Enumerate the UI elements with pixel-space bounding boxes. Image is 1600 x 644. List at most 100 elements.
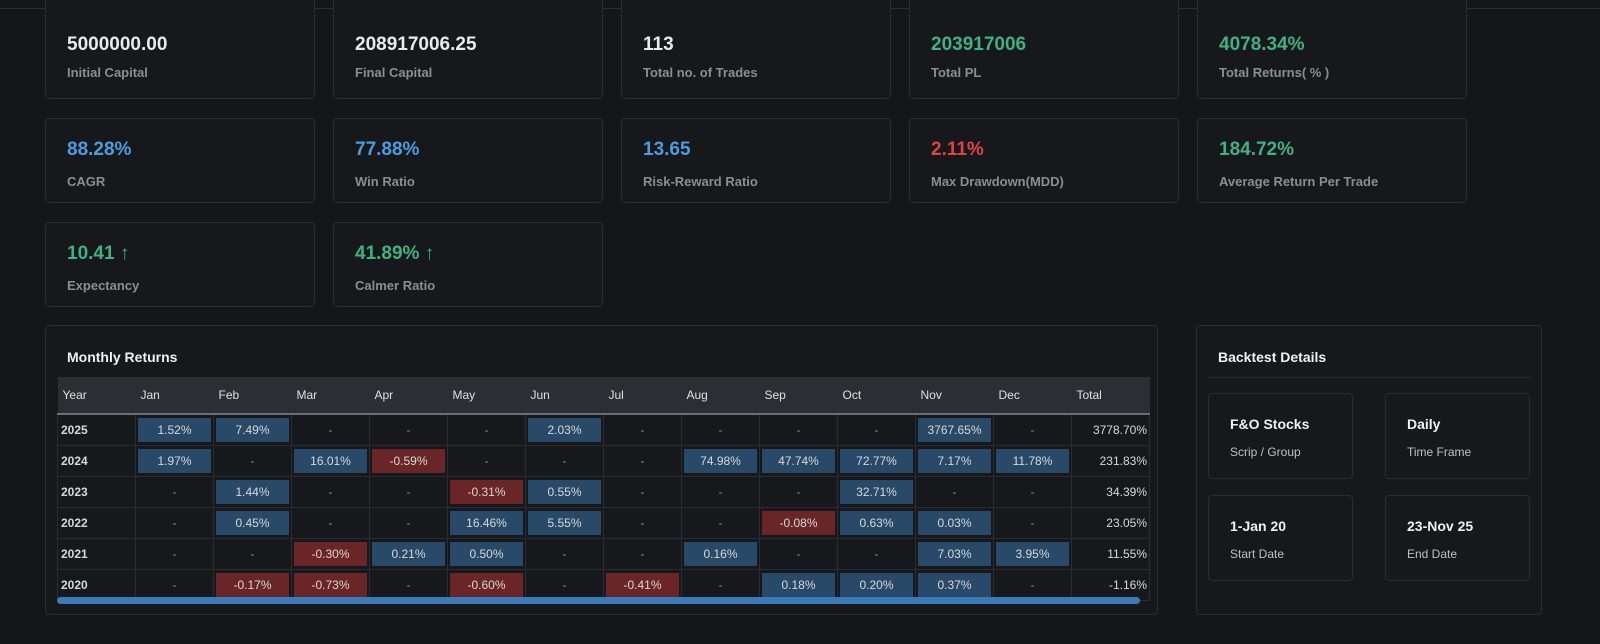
month-cell: 5.55% [525,506,604,539]
month-cell: 0.50% [447,537,526,570]
metric-label: Total Returns( % ) [1219,65,1330,80]
month-cell: 7.03% [915,537,994,570]
column-header-dec: Dec [993,377,1072,415]
month-cell: 0.03% [915,506,994,539]
column-header-year: Year [57,377,136,415]
return-value: -0.30% [294,541,367,566]
return-value: - [640,422,645,437]
return-value: - [328,484,333,499]
month-cell: - [681,568,760,601]
table-row: 2024 1.97% - 16.01% -0.59% - - - 74.98% 47.74% 72.… [57,444,1150,477]
metric-card-max-drawdown-mdd: 2.11% Max Drawdown(MDD) [909,118,1179,203]
backtest-value: 1-Jan 20 [1230,518,1287,534]
month-cell: -0.59% [369,444,448,477]
metric-value: 203917006 [931,34,1027,55]
metric-card-expectancy: 10.41 ↑ Expectancy [45,222,315,307]
metric-card-total-returns: 4078.34% Total Returns( % ) [1197,0,1467,99]
return-value: 3.95% [996,541,1069,566]
monthly-returns-table: Year Jan Feb Mar Apr May Jun Jul Aug Sep Oct Nov Dec… [57,377,1150,601]
year-cell: 2021 [57,537,136,570]
metric-value: 184.72% [1219,139,1295,160]
return-value: 0.55% [528,479,601,504]
return-value: - [328,422,333,437]
return-value: 7.03% [918,541,991,566]
return-value: - [484,422,489,437]
month-cell: 1.97% [135,444,214,477]
return-value: - [484,453,489,468]
return-value: - [406,484,411,499]
month-cell: 7.17% [915,444,994,477]
table-row: 2022 - 0.45% - - 16.46% 5.55% - - -0.08% 0.63% 0.03… [57,506,1150,539]
month-cell: -0.17% [213,568,292,601]
month-cell: 11.78% [993,444,1072,477]
return-value: 16.01% [294,448,367,473]
month-cell: - [525,568,604,601]
return-value: - [406,577,411,592]
monthly-returns-title: Monthly Returns [67,349,178,365]
month-cell: - [993,475,1072,508]
return-value: - [640,484,645,499]
return-value: 5.55% [528,510,601,535]
month-cell: 3767.65% [915,413,994,446]
return-value: - [406,515,411,530]
total-cell: 3778.70% [1071,413,1150,446]
month-cell: - [603,413,682,446]
column-header-apr: Apr [369,377,448,415]
month-cell: 0.55% [525,475,604,508]
table-row: 2023 - 1.44% - - -0.31% 0.55% - - - 32.71% - - 34.39% [57,475,1150,508]
month-cell: 72.77% [837,444,916,477]
month-cell: 74.98% [681,444,760,477]
return-value: -0.73% [294,572,367,597]
month-cell: 0.37% [915,568,994,601]
month-cell: - [837,537,916,570]
total-cell: 231.83% [1071,444,1150,477]
return-value: - [406,422,411,437]
month-cell: - [681,506,760,539]
month-cell: - [525,537,604,570]
return-value: - [874,422,879,437]
month-cell: 32.71% [837,475,916,508]
return-value: - [796,546,801,561]
month-cell: - [213,444,292,477]
return-value: - [796,422,801,437]
return-value: - [718,515,723,530]
year-cell: 2023 [57,475,136,508]
month-cell: 0.16% [681,537,760,570]
column-header-mar: Mar [291,377,370,415]
return-value: -0.08% [762,510,835,535]
column-header-feb: Feb [213,377,292,415]
return-value: 11.78% [996,448,1069,473]
metric-card-total-no-of-trades: 113 Total no. of Trades [621,0,891,99]
year-cell: 2025 [57,413,136,446]
metric-label: CAGR [67,174,106,189]
return-value: 7.17% [918,448,991,473]
return-value: - [640,453,645,468]
metric-label: Max Drawdown(MDD) [931,174,1064,189]
return-value: -0.60% [450,572,523,597]
table-row: 2025 1.52% 7.49% - - - 2.03% - - - - 3767.65% - 3778.… [57,413,1150,446]
metric-label: Risk-Reward Ratio [643,174,758,189]
backtest-label: Time Frame [1407,445,1472,459]
metric-card-cagr: 88.28% CAGR [45,118,315,203]
metric-value: 208917006.25 [355,34,477,55]
month-cell: - [369,475,448,508]
month-cell: - [993,506,1072,539]
column-header-jun: Jun [525,377,604,415]
month-cell: -0.31% [447,475,526,508]
column-header-oct: Oct [837,377,916,415]
return-value: 3767.65% [918,417,991,442]
month-cell: - [135,537,214,570]
return-value: -0.41% [606,572,679,597]
return-value: - [250,546,255,561]
return-value: -0.17% [216,572,289,597]
horizontal-scrollbar[interactable] [57,597,1140,604]
column-header-sep: Sep [759,377,838,415]
month-cell: - [291,413,370,446]
return-value: - [874,546,879,561]
month-cell: - [603,444,682,477]
month-cell: - [525,444,604,477]
return-value: 0.21% [372,541,445,566]
table-row: 2021 - - -0.30% 0.21% 0.50% - - 0.16% - - 7.03% 3.95… [57,537,1150,570]
return-value: - [718,577,723,592]
metric-label: Average Return Per Trade [1219,174,1379,189]
